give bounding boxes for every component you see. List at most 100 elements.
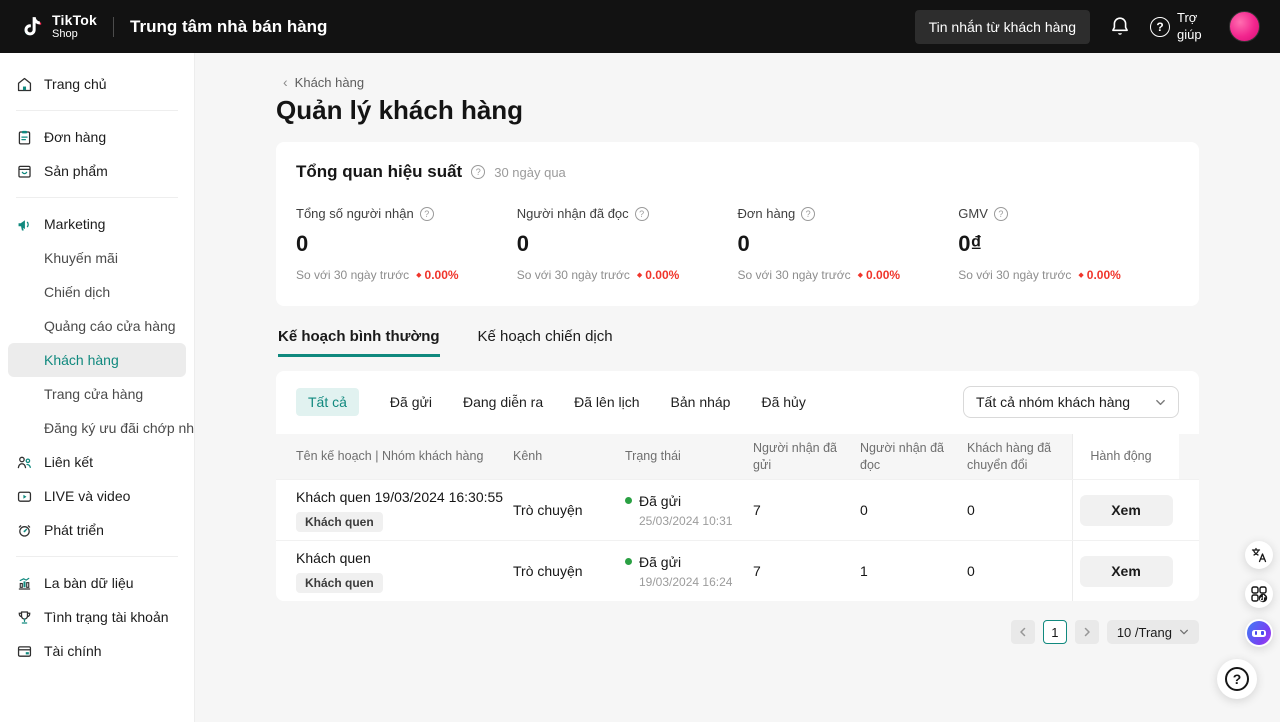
stat-recipients-read: Người nhận đã đọc? 0 So với 30 ngày trướ… <box>517 206 738 282</box>
plan-name[interactable]: Khách quen 19/03/2024 16:30:55 <box>296 488 504 505</box>
stat-value: 0₫ <box>958 231 982 256</box>
tiktok-note-icon <box>24 17 42 36</box>
current-page[interactable]: 1 <box>1042 620 1067 644</box>
page-size-value: 10 /Trang <box>1116 624 1172 640</box>
view-button[interactable]: Xem <box>1079 494 1173 526</box>
sidebar-item-label: Phát triển <box>44 522 104 538</box>
sidebar: Trang chủ Đơn hàng Sản phẩm Marketing Kh… <box>0 53 195 722</box>
sidebar-item-customers[interactable]: Khách hàng <box>8 343 186 377</box>
sidebar-item-promotions[interactable]: Khuyến mãi <box>0 241 194 275</box>
page-size-dropdown[interactable]: 10 /Trang <box>1106 620 1199 644</box>
ai-assistant-button[interactable] <box>1245 619 1273 647</box>
pill-cancelled[interactable]: Đã hủy <box>761 394 806 410</box>
sidebar-item-campaigns[interactable]: Chiến dịch <box>0 275 194 309</box>
sidebar-item-label: Tài chính <box>44 643 102 659</box>
col-read: Người nhận đã đọc <box>860 441 944 472</box>
sidebar-item-label: Quảng cáo cửa hàng <box>44 318 176 334</box>
chevron-down-icon <box>1156 399 1165 405</box>
sidebar-item-orders[interactable]: Đơn hàng <box>0 120 194 154</box>
sidebar-item-data-compass[interactable]: La bàn dữ liệu <box>0 566 194 600</box>
sidebar-item-live-video[interactable]: LIVE và video <box>0 479 194 513</box>
stat-value: 0 <box>516 231 529 256</box>
col-plan-name: Tên kế hoạch | Nhóm khách hàng <box>296 449 484 464</box>
info-icon[interactable]: ? <box>419 206 434 221</box>
products-icon <box>18 165 31 178</box>
next-page-button[interactable] <box>1074 620 1099 644</box>
help-circle-icon: ? <box>1150 16 1170 37</box>
info-icon[interactable]: ? <box>801 206 816 221</box>
breadcrumb-label: Khách hàng <box>294 74 365 90</box>
diamond-icon: ◆ <box>1078 271 1084 279</box>
customer-messages-button[interactable]: Tin nhắn từ khách hàng <box>914 9 1090 44</box>
prev-page-button[interactable] <box>1010 620 1035 644</box>
stat-value: 0 <box>737 231 750 256</box>
breadcrumb[interactable]: ‹ Khách hàng <box>276 74 1199 90</box>
sidebar-divider <box>16 197 178 198</box>
view-button[interactable]: Xem <box>1079 555 1173 587</box>
pill-all[interactable]: Tất cả <box>296 388 359 416</box>
help-button[interactable]: ? Trợ giúp <box>1150 10 1209 43</box>
sidebar-item-finance[interactable]: Tài chính <box>0 634 194 668</box>
pagination: 1 10 /Trang <box>276 620 1199 644</box>
tiktok-shop-logo[interactable]: TikTok Shop <box>20 13 97 40</box>
avatar[interactable] <box>1229 11 1260 42</box>
sidebar-item-home[interactable]: Trang chủ <box>0 67 194 101</box>
sidebar-item-shop-ads[interactable]: Quảng cáo cửa hàng <box>0 309 194 343</box>
sidebar-item-label: Tình trạng tài khoản <box>44 609 169 625</box>
diamond-icon: ◆ <box>857 271 864 279</box>
customer-group-dropdown[interactable]: Tất cả nhóm khách hàng <box>963 386 1179 418</box>
header-actions: Tin nhắn từ khách hàng ? Trợ giúp <box>914 9 1260 44</box>
sidebar-item-shop-page[interactable]: Trang cửa hàng <box>0 377 194 411</box>
sent-count: 7 <box>753 563 761 579</box>
chevron-left-icon: ‹ <box>283 74 288 90</box>
tab-normal-plans[interactable]: Kế hoạch bình thường <box>278 328 440 357</box>
sidebar-item-label: Trang cửa hàng <box>44 386 144 402</box>
overview-title: Tổng quan hiệu suất <box>296 162 463 181</box>
stat-label: Tổng số người nhận <box>296 206 414 221</box>
table-row: Khách quen 19/03/2024 16:30:55 Khách que… <box>276 479 1199 540</box>
orders-icon <box>18 130 31 145</box>
sidebar-item-flash-deal[interactable]: Đăng ký ưu đãi chớp nh... <box>0 411 194 445</box>
apps-grid-button[interactable] <box>1245 580 1273 608</box>
floating-help-button[interactable]: ? <box>1217 659 1257 699</box>
diamond-icon: ◆ <box>636 271 643 279</box>
pill-draft[interactable]: Bản nháp <box>670 394 731 410</box>
sidebar-item-products[interactable]: Sản phẩm <box>0 154 194 188</box>
translate-button[interactable] <box>1245 541 1273 569</box>
col-channel: Kênh <box>513 449 543 464</box>
pill-sent[interactable]: Đã gửi <box>389 394 432 410</box>
notifications-button[interactable] <box>1110 16 1130 37</box>
tab-campaign-plans[interactable]: Kế hoạch chiến dịch <box>477 328 613 345</box>
chevron-left-icon <box>1020 627 1026 637</box>
sidebar-item-marketing[interactable]: Marketing <box>0 207 194 241</box>
help-label: Trợ giúp <box>1177 10 1202 42</box>
info-icon[interactable]: ? <box>993 206 1008 221</box>
sidebar-item-affiliate[interactable]: Liên kết <box>0 445 194 479</box>
sidebar-item-label: Sản phẩm <box>44 163 108 179</box>
stat-change: ◆ 0.00% <box>416 268 459 282</box>
sidebar-item-growth[interactable]: Phát triển <box>0 513 194 547</box>
affiliate-icon <box>17 456 31 468</box>
header-divider <box>113 16 115 37</box>
plan-name[interactable]: Khách quen <box>296 549 371 566</box>
bell-icon <box>1112 17 1128 35</box>
status-date: 25/03/2024 10:31 <box>639 513 733 528</box>
logo-line2: Shop <box>52 28 78 40</box>
sidebar-item-account-health[interactable]: Tình trạng tài khoản <box>0 600 194 634</box>
stat-orders: Đơn hàng? 0 So với 30 ngày trước ◆ 0.00% <box>738 206 959 282</box>
compare-label: So với 30 ngày trước <box>737 268 851 282</box>
stat-value: 0 <box>296 231 309 256</box>
info-icon[interactable]: ? <box>471 165 486 179</box>
sent-count: 7 <box>753 502 761 518</box>
page-title: Quản lý khách hàng <box>276 95 524 125</box>
stat-total-recipients: Tổng số người nhận? 0 So với 30 ngày trư… <box>296 206 517 282</box>
pill-ongoing[interactable]: Đang diễn ra <box>462 394 544 410</box>
stat-change: ◆ 0.00% <box>857 268 901 282</box>
plan-channel: Trò chuyện <box>513 502 583 518</box>
sidebar-item-label: Liên kết <box>44 454 94 470</box>
info-icon[interactable]: ? <box>634 206 649 221</box>
pill-scheduled[interactable]: Đã lên lịch <box>574 394 640 410</box>
sidebar-item-label: Khách hàng <box>44 352 119 368</box>
compare-label: So với 30 ngày trước <box>296 268 410 282</box>
sidebar-divider <box>16 110 178 111</box>
